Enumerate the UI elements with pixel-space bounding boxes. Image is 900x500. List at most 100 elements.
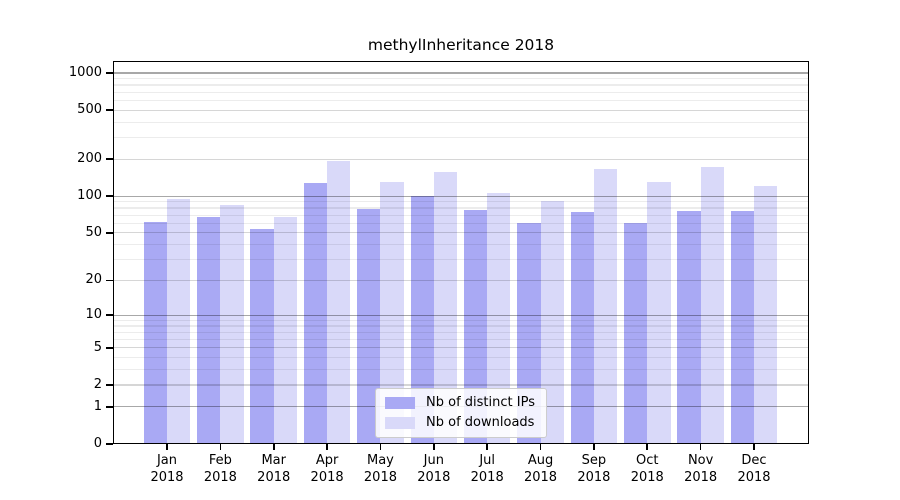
y-tick-label: 20: [85, 272, 102, 288]
y-tick-label: 500: [77, 102, 102, 118]
chart-title: methylInheritance 2018: [367, 36, 555, 54]
legend: Nb of distinct IPs Nb of downloads: [375, 388, 547, 438]
x-tick-label: Feb 2018: [203, 453, 237, 485]
legend-label: Nb of downloads: [426, 415, 535, 430]
y-tick-mark: [106, 384, 113, 386]
grid-layer: [113, 61, 809, 444]
legend-item: Nb of distinct IPs: [385, 395, 535, 410]
plot-area: Nb of distinct IPs Nb of downloads: [113, 61, 809, 444]
gridline-y-600: [113, 99, 809, 101]
x-tick-label: Mar 2018: [257, 453, 291, 485]
x-tick-label: Nov 2018: [684, 453, 718, 485]
bar-distinct-ips: [143, 221, 167, 444]
gridline-y-90: [113, 201, 809, 203]
gridline-y-700: [113, 91, 809, 93]
x-tick-label: Oct 2018: [630, 453, 664, 485]
gridline-y-80: [113, 207, 809, 209]
x-tick-label: May 2018: [363, 453, 397, 485]
x-tick-mark: [699, 444, 702, 450]
gridline-y-10: [113, 314, 809, 316]
x-tick-mark: [326, 444, 328, 450]
y-tick-mark: [106, 279, 113, 282]
bar-distinct-ips: [357, 208, 381, 444]
y-tick-label: 10: [85, 307, 102, 323]
x-tick-label: Jun 2018: [417, 453, 451, 485]
bar-downloads: [273, 217, 298, 444]
gridline-y-2: [113, 384, 809, 386]
y-tick-mark: [106, 72, 113, 74]
gridline-y-9: [113, 319, 809, 321]
gridline-y-4: [113, 356, 809, 359]
bar-distinct-ips: [250, 228, 274, 444]
x-tick-label: Dec 2018: [737, 453, 771, 485]
gridline-y-100: [113, 195, 809, 197]
x-tick-mark: [272, 444, 275, 450]
y-tick-mark: [106, 314, 113, 317]
gridline-y-5: [113, 347, 809, 349]
bar-downloads: [167, 198, 191, 444]
y-tick-label: 2: [93, 377, 102, 392]
gridline-y-800: [113, 84, 809, 86]
x-tick-mark: [433, 444, 435, 450]
x-tick-mark: [753, 444, 755, 450]
x-tick-mark: [646, 444, 649, 450]
gridline-y-300: [113, 136, 809, 139]
x-tick-mark: [219, 444, 222, 450]
legend-label: Nb of distinct IPs: [426, 395, 535, 410]
gridline-y-1000: [113, 72, 809, 74]
bar-downloads: [220, 204, 244, 444]
bar-downloads: [700, 167, 724, 444]
gridline-y-900: [113, 78, 809, 80]
y-tick-mark: [106, 443, 113, 445]
x-tick-label: Aug 2018: [523, 453, 558, 485]
y-tick-label: 200: [77, 151, 102, 167]
y-tick-mark: [106, 405, 113, 408]
x-tick-mark: [593, 444, 595, 450]
bar-distinct-ips: [410, 196, 434, 444]
y-tick-mark: [106, 232, 113, 234]
gridline-y-60: [113, 222, 809, 224]
gridline-y-50: [113, 232, 809, 234]
x-tick-mark: [539, 444, 542, 450]
legend-swatch: [385, 396, 416, 409]
gridline-y-20: [113, 279, 809, 282]
y-tick-mark: [106, 346, 113, 349]
y-tick-label: 1000: [68, 64, 102, 80]
bar-distinct-ips: [730, 211, 754, 444]
legend-item: Nb of downloads: [385, 415, 535, 430]
bar-downloads: [487, 193, 511, 444]
bar-distinct-ips: [677, 211, 701, 444]
bar-downloads: [327, 160, 351, 444]
bar-distinct-ips: [570, 212, 594, 444]
x-tick-label: Sep 2018: [577, 453, 611, 485]
bar-distinct-ips: [463, 210, 488, 444]
y-tick-label: 5: [93, 339, 102, 355]
gridline-y-6: [113, 338, 809, 341]
gridline-y-3: [113, 368, 809, 371]
gridline-y-400: [113, 121, 809, 123]
gridline-y-200: [113, 158, 809, 160]
x-tick-mark: [379, 444, 382, 450]
x-tick-label: Jan 2018: [150, 453, 184, 485]
gridline-y-30: [113, 259, 809, 261]
bar-downloads: [753, 186, 778, 444]
bar-downloads: [380, 182, 404, 444]
x-tick-label: Apr 2018: [310, 453, 344, 485]
gridline-y-40: [113, 243, 809, 246]
bar-distinct-ips: [303, 183, 328, 444]
y-tick-label: 1: [93, 398, 102, 414]
x-tick-label: Jul 2018: [470, 453, 504, 485]
bar-distinct-ips: [197, 216, 221, 444]
x-tick-mark: [486, 444, 488, 450]
legend-swatch: [385, 416, 416, 429]
y-tick-mark: [106, 195, 113, 197]
bar-downloads: [540, 200, 564, 444]
gridline-y-500: [113, 109, 809, 111]
y-tick-mark: [106, 158, 113, 160]
bar-downloads: [433, 172, 458, 444]
gridline-y-8: [113, 325, 809, 327]
x-tick-mark: [166, 444, 168, 450]
bar-downloads: [647, 182, 671, 444]
y-tick-label: 50: [85, 224, 102, 240]
